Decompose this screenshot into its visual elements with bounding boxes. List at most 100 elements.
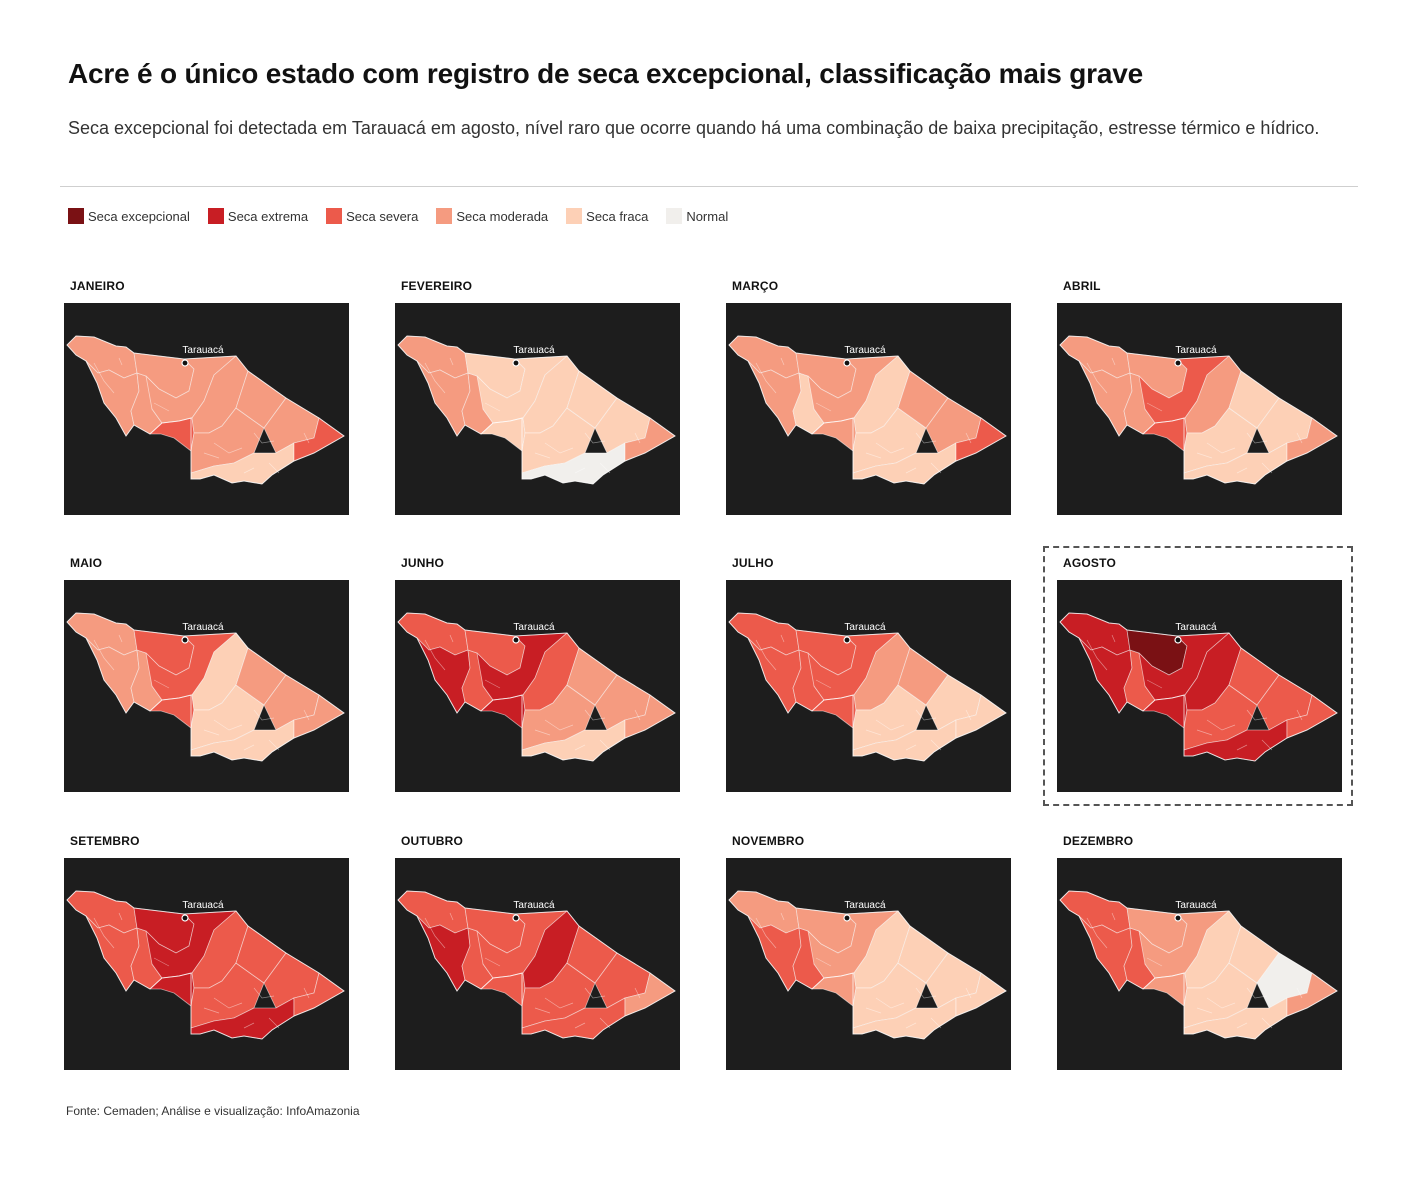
- state-outline: [728, 612, 1007, 762]
- city-marker: [1174, 359, 1182, 367]
- municipality-border: [865, 1007, 882, 1014]
- map-frame: Tarauacá: [726, 580, 1011, 792]
- acre-map: Tarauacá: [397, 890, 676, 1040]
- municipality-border: [1196, 1007, 1213, 1014]
- municipality-border: [153, 679, 170, 689]
- month-panel: FEVEREIRO Tarauacá: [395, 279, 685, 519]
- month-title: MARÇO: [732, 279, 779, 293]
- municipality-border: [213, 442, 243, 454]
- city-marker: [512, 636, 520, 644]
- municipality-border: [780, 912, 785, 921]
- legend-swatch: [566, 208, 583, 224]
- municipality-border: [905, 467, 917, 474]
- municipality-border: [755, 639, 777, 671]
- municipality-border: [93, 917, 115, 949]
- acre-map: Tarauacá: [66, 335, 345, 485]
- map-frame: Tarauacá: [726, 858, 1011, 1070]
- municipality-border: [303, 987, 310, 999]
- municipality-border: [1246, 987, 1268, 999]
- municipality-border: [534, 452, 551, 459]
- municipality-border: [1146, 679, 1163, 689]
- divider: [60, 186, 1358, 187]
- state-outline: [397, 890, 676, 1040]
- municipality-border: [634, 432, 641, 444]
- municipality-border: [965, 709, 972, 721]
- month-panel: SETEMBRO Tarauacá: [64, 834, 354, 1074]
- acre-map: Tarauacá: [728, 335, 1007, 485]
- month-panel: MARÇO Tarauacá: [726, 279, 1016, 519]
- municipality-border: [243, 744, 255, 751]
- municipality-border: [1146, 957, 1163, 967]
- municipality-border: [424, 639, 446, 671]
- municipality-border: [253, 987, 275, 999]
- municipality-border: [203, 729, 220, 736]
- acre-map: Tarauacá: [1059, 890, 1338, 1040]
- municipality-border: [544, 442, 574, 454]
- municipality-border: [965, 432, 972, 444]
- map-frame: Tarauacá: [64, 303, 349, 515]
- municipality-border: [780, 634, 785, 643]
- legend-label: Seca extrema: [227, 208, 309, 224]
- municipality-border: [449, 912, 454, 921]
- municipality-border: [484, 957, 501, 967]
- municipality-border: [303, 432, 310, 444]
- legend-item: Seca fraca: [566, 208, 648, 224]
- legend-swatch: [666, 208, 683, 224]
- acre-map: Tarauacá: [728, 890, 1007, 1040]
- municipality-border: [213, 997, 243, 1009]
- municipality-border: [1246, 709, 1268, 721]
- city-label: Tarauacá: [844, 622, 886, 633]
- state-outline: [728, 335, 1007, 485]
- map-frame: Tarauacá: [64, 858, 349, 1070]
- month-panel: MAIO Tarauacá: [64, 556, 354, 796]
- month-panel: JULHO Tarauacá: [726, 556, 1016, 796]
- month-panel: JANEIRO Tarauacá: [64, 279, 354, 519]
- municipality-border: [1196, 729, 1213, 736]
- legend-swatch: [207, 208, 224, 224]
- state-outline: [1059, 612, 1338, 762]
- month-title: ABRIL: [1063, 279, 1101, 293]
- municipality-border: [1296, 432, 1303, 444]
- city-marker: [1174, 636, 1182, 644]
- month-panel: JUNHO Tarauacá: [395, 556, 685, 796]
- municipality-border: [915, 987, 937, 999]
- month-title: OUTUBRO: [401, 834, 464, 848]
- state-outline: [66, 612, 345, 762]
- map-frame: Tarauacá: [726, 303, 1011, 515]
- city-label: Tarauacá: [1175, 900, 1217, 911]
- municipality-border: [118, 357, 123, 366]
- acre-map: Tarauacá: [728, 612, 1007, 762]
- legend-item: Seca excepcional: [68, 208, 190, 224]
- month-title: SETEMBRO: [70, 834, 140, 848]
- municipality-border: [905, 1022, 917, 1029]
- month-panel: NOVEMBRO Tarauacá: [726, 834, 1016, 1074]
- legend: Seca excepcional Seca extrema Seca severa S…: [68, 208, 746, 224]
- month-panel: ABRIL Tarauacá: [1057, 279, 1347, 519]
- city-label: Tarauacá: [844, 900, 886, 911]
- city-marker: [181, 914, 189, 922]
- municipality-border: [1111, 357, 1116, 366]
- state-outline: [1059, 335, 1338, 485]
- municipality-border: [1196, 452, 1213, 459]
- month-title: NOVEMBRO: [732, 834, 805, 848]
- month-title: AGOSTO: [1063, 556, 1116, 570]
- map-frame: Tarauacá: [1057, 303, 1342, 515]
- city-label: Tarauacá: [1175, 622, 1217, 633]
- state-outline: [397, 612, 676, 762]
- municipality-border: [449, 634, 454, 643]
- legend-item: Seca extrema: [207, 208, 309, 224]
- municipality-border: [1206, 442, 1236, 454]
- city-label: Tarauacá: [513, 622, 555, 633]
- municipality-border: [253, 709, 275, 721]
- city-label: Tarauacá: [1175, 345, 1217, 356]
- municipality-border: [1206, 719, 1236, 731]
- map-frame: Tarauacá: [1057, 858, 1342, 1070]
- legend-swatch: [436, 208, 453, 224]
- city-label: Tarauacá: [844, 345, 886, 356]
- month-title: JULHO: [732, 556, 774, 570]
- legend-label: Seca severa: [346, 208, 419, 224]
- state-outline: [1059, 890, 1338, 1040]
- municipality-border: [755, 362, 777, 394]
- city-label: Tarauacá: [513, 900, 555, 911]
- acre-map: Tarauacá: [1059, 612, 1338, 762]
